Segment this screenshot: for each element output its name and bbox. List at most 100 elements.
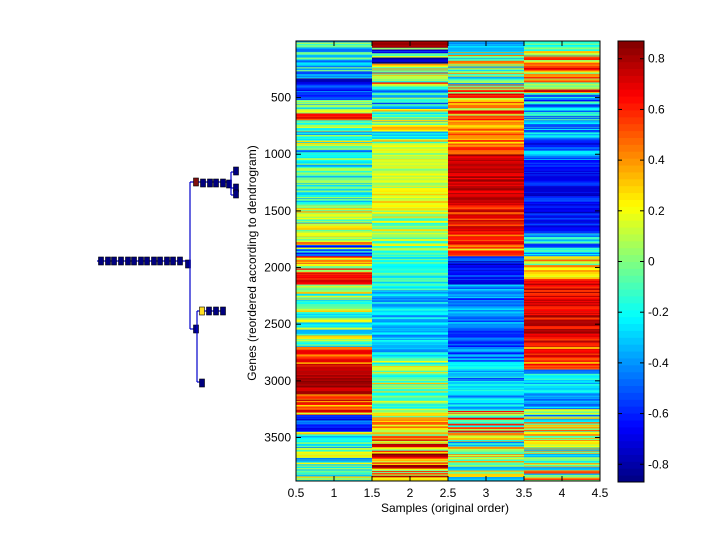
heatmap-cell bbox=[372, 423, 448, 426]
heatmap-cell bbox=[372, 268, 448, 272]
heatmap-cell bbox=[524, 400, 600, 403]
heatmap-cell bbox=[524, 408, 600, 409]
colorbar-swatch bbox=[618, 116, 644, 125]
heatmap-cell bbox=[372, 457, 448, 459]
heatmap-cell bbox=[448, 195, 524, 198]
heatmap-cell bbox=[448, 272, 524, 275]
heatmap-cell bbox=[524, 356, 600, 359]
heatmap-cell bbox=[296, 75, 372, 78]
heatmap-cell bbox=[372, 249, 448, 251]
heatmap-cell bbox=[524, 56, 600, 59]
heatmap-cell bbox=[448, 78, 524, 81]
heatmap-cell bbox=[448, 137, 524, 140]
heatmap-cell bbox=[372, 272, 448, 274]
heatmap-cell bbox=[448, 319, 524, 321]
heatmap-cell bbox=[296, 184, 372, 187]
heatmap-cell bbox=[524, 450, 600, 452]
heatmap-cell bbox=[448, 347, 524, 350]
heatmap-cell bbox=[524, 81, 600, 83]
heatmap-cell bbox=[296, 169, 372, 172]
heatmap-cell bbox=[524, 336, 600, 339]
heatmap-cell bbox=[372, 324, 448, 327]
heatmap-cell bbox=[372, 415, 448, 418]
heatmap-cell bbox=[296, 351, 372, 354]
heatmap-cell bbox=[296, 439, 372, 442]
colorbar-swatch bbox=[618, 109, 644, 118]
heatmap-cell bbox=[372, 388, 448, 390]
heatmap-cell bbox=[448, 301, 524, 304]
heatmap-cell bbox=[296, 234, 372, 237]
heatmap-cell bbox=[372, 316, 448, 318]
heatmap-cell bbox=[296, 372, 372, 375]
colorbar-swatch bbox=[618, 454, 644, 462]
x-tick-label: 2 bbox=[407, 486, 414, 500]
heatmap-cell bbox=[448, 287, 524, 289]
heatmap-cell bbox=[372, 70, 448, 73]
heatmap-cell bbox=[524, 431, 600, 433]
colorbar-swatch bbox=[618, 461, 644, 469]
heatmap-cell bbox=[296, 156, 372, 159]
heatmap-cell bbox=[448, 316, 524, 318]
heatmap-cell bbox=[372, 350, 448, 353]
heatmap-cell bbox=[372, 166, 448, 168]
heatmap-cell bbox=[372, 101, 448, 104]
heatmap-cell bbox=[448, 91, 524, 94]
heatmap-cell bbox=[372, 260, 448, 263]
heatmap-cell bbox=[296, 107, 372, 109]
heatmap-cell bbox=[372, 277, 448, 280]
heatmap-cell bbox=[524, 210, 600, 213]
heatmap-cell bbox=[296, 208, 372, 211]
heatmap-cell bbox=[448, 300, 524, 302]
heatmap-cell bbox=[372, 345, 448, 348]
heatmap-cell bbox=[524, 341, 600, 343]
heatmap-cell bbox=[448, 189, 524, 191]
colorbar-swatch bbox=[618, 413, 644, 421]
heatmap-cell bbox=[372, 186, 448, 188]
heatmap-cell bbox=[372, 435, 448, 438]
colorbar-swatch bbox=[618, 475, 644, 483]
heatmap-cell bbox=[524, 148, 600, 151]
heatmap-cell bbox=[296, 47, 372, 50]
heatmap-cell bbox=[296, 45, 372, 48]
heatmap-cell bbox=[296, 429, 372, 432]
heatmap-cell bbox=[524, 220, 600, 222]
heatmap-cell bbox=[296, 367, 372, 370]
heatmap-cell bbox=[524, 55, 600, 57]
heatmap-cell bbox=[296, 346, 372, 349]
heatmap-cell bbox=[372, 72, 448, 73]
heatmap-cell bbox=[296, 89, 372, 92]
heatmap-cell bbox=[524, 62, 600, 65]
heatmap-column-4 bbox=[524, 41, 600, 482]
heatmap-cell bbox=[448, 341, 524, 343]
heatmap-cell bbox=[296, 465, 372, 467]
colorbar-swatch bbox=[618, 68, 644, 76]
heatmap-cell bbox=[448, 87, 524, 89]
heatmap-cell bbox=[296, 96, 372, 99]
heatmap-cell bbox=[524, 47, 600, 50]
heatmap-cell bbox=[372, 211, 448, 213]
heatmap-cell bbox=[372, 472, 448, 474]
heatmap-cell bbox=[448, 288, 524, 290]
heatmap-cell bbox=[524, 305, 600, 307]
heatmap-cell bbox=[296, 177, 372, 180]
heatmap-cell bbox=[524, 243, 600, 246]
heatmap-cell bbox=[296, 179, 372, 181]
dendrogram-node bbox=[111, 256, 117, 266]
heatmap-cell bbox=[524, 133, 600, 135]
heatmap-cell bbox=[448, 410, 524, 412]
heatmap-cell bbox=[296, 357, 372, 360]
heatmap-cell bbox=[524, 78, 600, 80]
colorbar-swatch bbox=[618, 233, 644, 242]
heatmap-cell bbox=[524, 354, 600, 356]
heatmap-cell bbox=[524, 170, 600, 173]
heatmap-cell bbox=[296, 317, 372, 320]
heatmap-cell bbox=[524, 188, 600, 190]
heatmap-cell bbox=[372, 120, 448, 121]
heatmap-cell bbox=[524, 163, 600, 164]
colorbar-swatch bbox=[618, 351, 644, 359]
heatmap-cell bbox=[448, 114, 524, 116]
heatmap-cell bbox=[296, 322, 372, 325]
heatmap-cell bbox=[524, 371, 600, 373]
heatmap-cell bbox=[524, 375, 600, 377]
heatmap-cell bbox=[372, 48, 448, 50]
